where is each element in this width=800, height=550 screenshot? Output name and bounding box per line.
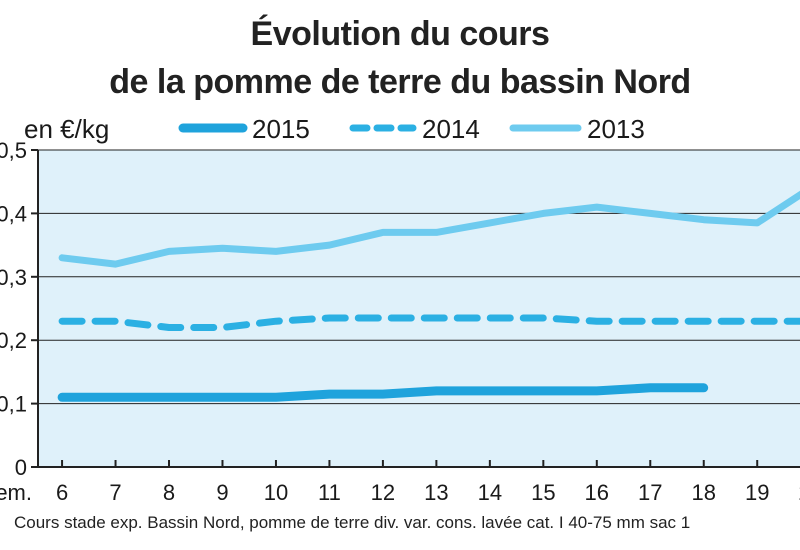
series-line-2014 — [58, 314, 800, 331]
series-line-2013 — [58, 190, 800, 268]
y-tick-label: 0,5 — [0, 138, 27, 163]
x-tick-label: 16 — [585, 480, 609, 505]
source-footnote: Cours stade exp. Bassin Nord, pomme de t… — [14, 513, 691, 532]
x-tick-label: 10 — [264, 480, 288, 505]
x-tick-label: 6 — [56, 480, 68, 505]
x-tick-label: 18 — [692, 480, 716, 505]
y-tick-label: 0 — [15, 455, 27, 480]
legend-label-2014: 2014 — [422, 114, 480, 144]
series-line-2015 — [57, 383, 709, 402]
legend-label-2013: 2013 — [587, 114, 645, 144]
tick-labels: 0 0,1 0,2 0,3 0,4 0,5 sem. 6 7 8 9 10 11 12 13 14 15 16 17… — [0, 138, 800, 505]
y-tick-label: 0,2 — [0, 328, 27, 353]
x-tick-label: 14 — [478, 480, 502, 505]
plot-background — [38, 150, 800, 467]
x-tick-label: 8 — [163, 480, 175, 505]
y-tick-label: 0,1 — [0, 392, 27, 417]
x-tick-label: 12 — [371, 480, 395, 505]
x-tick-label: 9 — [216, 480, 228, 505]
x-tick-label: 15 — [531, 480, 555, 505]
x-tick-label: 20 — [798, 480, 800, 505]
axes — [31, 149, 800, 468]
chart-title-line-1: Évolution du cours — [250, 15, 550, 53]
series-lines — [57, 190, 800, 402]
y-tick-label: 0,3 — [0, 265, 27, 290]
y-tick-label: 0,4 — [0, 201, 27, 226]
y-axis-unit-label: en €/kg — [24, 114, 110, 144]
x-tick-label: 7 — [109, 480, 121, 505]
x-axis-prefix-label: sem. — [0, 480, 32, 505]
x-tick-label: 11 — [318, 480, 341, 505]
chart-title-line-2: de la pomme de terre du bassin Nord — [109, 63, 691, 101]
x-tick-label: 17 — [638, 480, 662, 505]
legend-label-2015: 2015 — [252, 114, 310, 144]
x-tick-label: 19 — [745, 480, 769, 505]
x-tick-label: 13 — [424, 480, 448, 505]
